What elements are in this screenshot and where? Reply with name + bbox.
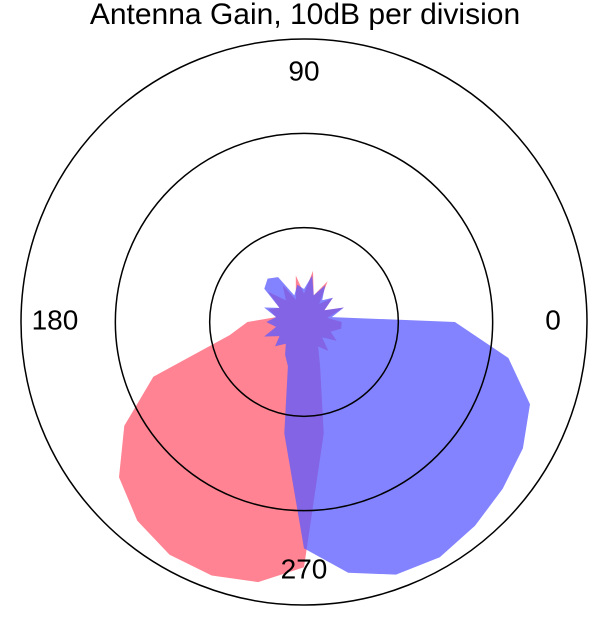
chart-title: Antenna Gain, 10dB per division (90, 0, 520, 31)
grid-circle (20, 38, 588, 606)
angle-label: 0 (545, 304, 561, 335)
angle-label: 90 (288, 55, 319, 86)
gain-pattern (264, 275, 530, 575)
grid-circle (114, 132, 494, 512)
angle-label: 180 (32, 304, 79, 335)
grid-circle (208, 226, 400, 418)
angle-label: 270 (281, 553, 328, 584)
